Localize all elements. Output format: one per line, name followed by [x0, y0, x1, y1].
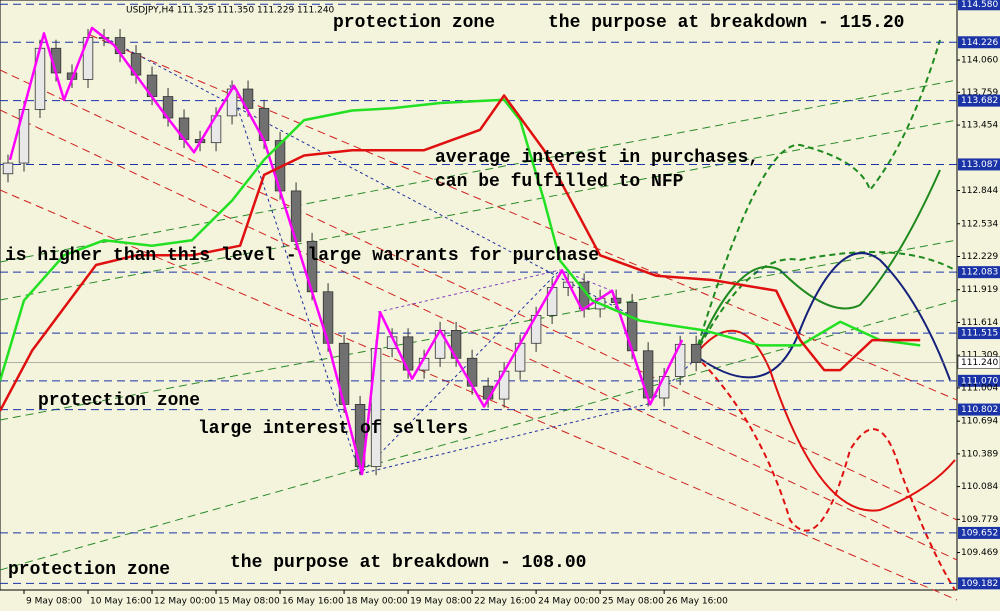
candle-body: [2, 162, 14, 175]
x-tick-label: 10 May 16:00: [90, 597, 152, 607]
level-box: [958, 526, 1000, 539]
level-box: [958, 403, 1000, 416]
y-tick-label: 111.919: [961, 285, 998, 295]
level-box: [958, 266, 1000, 279]
y-tick-label: 111.070: [961, 376, 998, 386]
y-tick-label: 112.534: [961, 219, 998, 229]
y-tick-label: 112.229: [961, 252, 998, 262]
y-tick-label: 110.802: [961, 405, 998, 415]
x-tick-label: 19 May 08:00: [410, 597, 472, 607]
plot-area: [0, 0, 958, 591]
candle-body: [370, 348, 382, 468]
y-tick-label: 111.240: [961, 358, 998, 368]
y-tick-label: 113.087: [961, 160, 998, 170]
x-tick-label: 25 May 08:00: [602, 597, 664, 607]
y-tick-label: 112.844: [961, 186, 998, 196]
y-tick-label: 109.469: [961, 548, 998, 558]
y-tick-label: 110.694: [961, 417, 998, 427]
indicator-line: [8, 26, 684, 476]
y-tick-label: 111.515: [961, 329, 998, 339]
y-tick-label: 109.652: [961, 528, 998, 538]
indicator-line: [0, 98, 921, 382]
annotation: protection zone: [8, 560, 170, 580]
level-box: [958, 577, 1000, 590]
y-tick-label: 111.004: [961, 383, 998, 393]
y-tick-label: 110.084: [961, 482, 998, 492]
candle-body: [242, 88, 254, 109]
y-tick-label: 111.309: [961, 351, 998, 361]
y-tick-label: 114.580: [961, 0, 998, 10]
annotation: protection zone: [38, 391, 200, 411]
x-tick-label: 9 May 08:00: [26, 597, 82, 607]
level-box: [958, 94, 1000, 107]
y-tick-label: 110.389: [961, 449, 998, 459]
y-tick-label: 112.083: [961, 268, 998, 278]
level-box: [958, 158, 1000, 171]
x-tick-label: 15 May 08:00: [218, 597, 280, 607]
current-box: [957, 356, 1000, 369]
level-box: [958, 36, 1000, 49]
y-tick-label: 113.682: [961, 96, 998, 106]
y-tick-label: 114.060: [961, 56, 998, 66]
indicator-line: [0, 94, 921, 412]
y-tick-label: 113.759: [961, 88, 998, 98]
y-tick-label: 113.454: [961, 121, 998, 131]
x-tick-label: 12 May 00:00: [154, 597, 216, 607]
y-tick-label: 109.182: [961, 579, 998, 589]
y-tick-label: 111.614: [961, 318, 998, 328]
annotation: can be fulfilled to NFP: [435, 172, 684, 192]
annotation: average interest in purchases,: [435, 148, 759, 168]
chart-title: USDJPY,H4 111.325 111.350 111.229 111.24…: [126, 6, 335, 16]
annotation: large interest of sellers: [198, 419, 468, 439]
annotation: protection zone: [333, 13, 495, 33]
x-tick-label: 22 May 16:00: [474, 597, 536, 607]
x-tick-label: 18 May 00:00: [346, 597, 408, 607]
y-tick-label: 109.779: [961, 515, 998, 525]
y-tick-label: 114.226: [961, 38, 998, 48]
x-tick-label: 16 May 16:00: [282, 597, 344, 607]
annotation: the purpose at breakdown - 108.00: [230, 553, 586, 573]
annotation: the purpose at breakdown - 115.20: [548, 13, 904, 33]
annotation: is higher than this level - large warran…: [5, 246, 599, 266]
candle-body: [690, 343, 702, 363]
marks: [0, 3, 957, 584]
level-box: [958, 374, 1000, 387]
candle-body: [658, 376, 670, 399]
x-tick-label: 24 May 00:00: [538, 597, 600, 607]
x-tick-label: 26 May 16:00: [666, 597, 728, 607]
level-box: [958, 0, 1000, 11]
level-box: [958, 327, 1000, 340]
